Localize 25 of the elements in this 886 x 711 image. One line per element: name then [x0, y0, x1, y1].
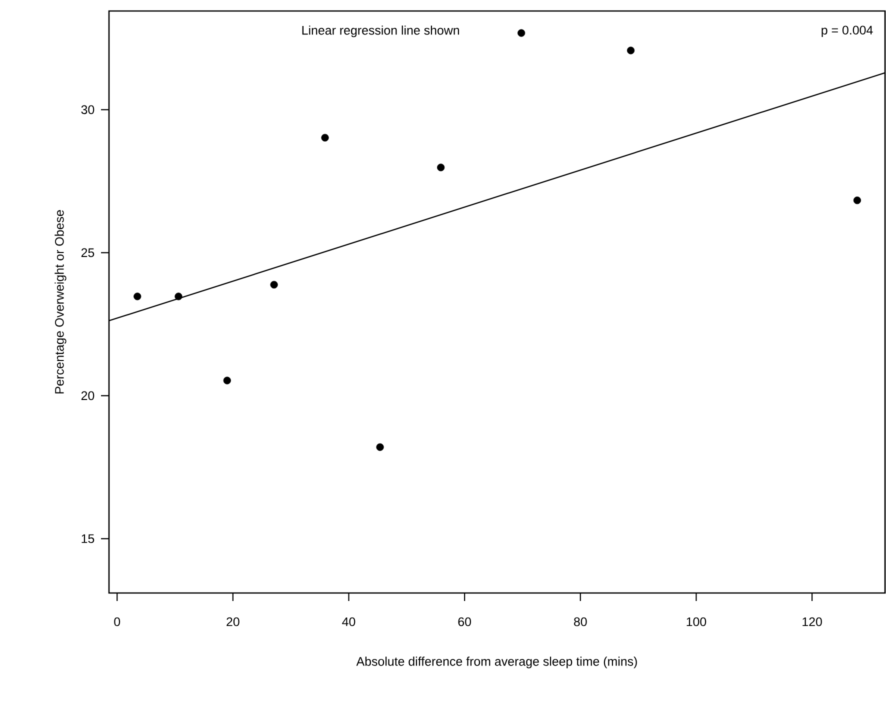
point — [134, 292, 142, 300]
point — [174, 292, 182, 300]
point — [437, 164, 445, 172]
y-tick-label: 30 — [81, 105, 94, 114]
x-tick-label: 60 — [458, 617, 472, 626]
point — [853, 196, 862, 204]
x-tick-label: 40 — [342, 617, 356, 626]
x-tick-label: 120 — [802, 617, 822, 626]
y-axis-title: Percentage Overweight or Obese — [54, 210, 66, 394]
x-tick-label: 0 — [114, 617, 120, 626]
y-tick-label: 15 — [82, 534, 94, 544]
y-tick-label: 20 — [81, 391, 94, 400]
x-axis-title: Absolute difference from average sleep time (mins) — [356, 656, 637, 668]
x-tick-label: 80 — [574, 617, 587, 626]
x-tick-label: 20 — [226, 617, 240, 626]
point — [223, 376, 231, 384]
point — [518, 29, 526, 37]
point — [270, 280, 278, 289]
annotation: Linear regression line shown — [302, 26, 460, 38]
x-tick-label: 100 — [686, 617, 706, 626]
point — [376, 443, 384, 451]
y-tick-label: 25 — [81, 248, 94, 258]
point — [626, 46, 635, 54]
annotation: p = 0.004 — [822, 26, 873, 38]
point — [321, 134, 329, 142]
